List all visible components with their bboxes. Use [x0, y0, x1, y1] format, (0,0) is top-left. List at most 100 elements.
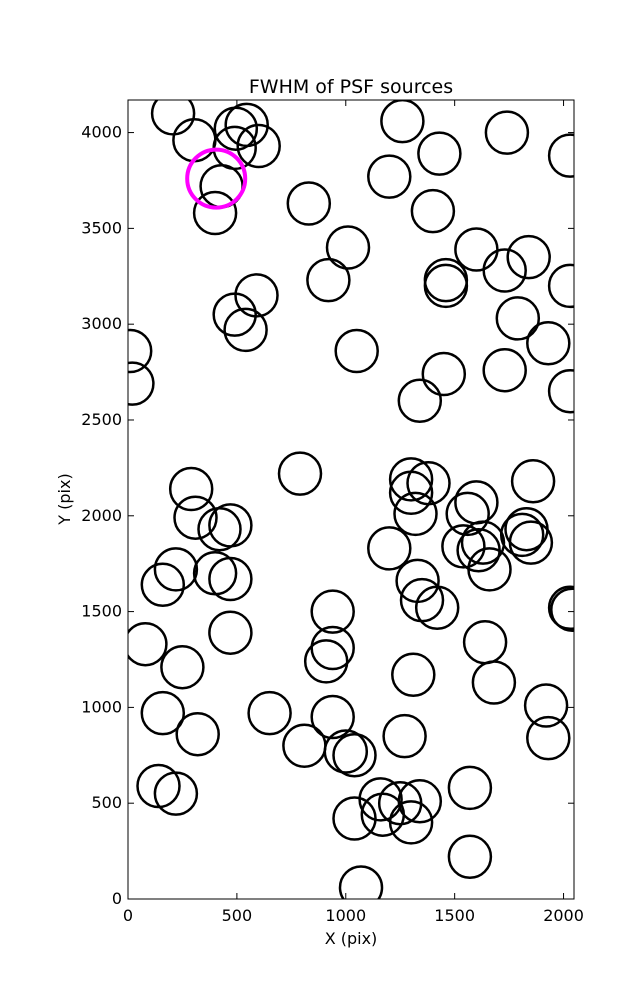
psf-source-marker	[499, 512, 545, 558]
psf-source-marker	[153, 771, 199, 816]
psf-source-marker	[454, 227, 499, 272]
psf-source-marker	[306, 257, 351, 303]
y-tick-label: 2500	[81, 410, 122, 429]
psf-source-marker	[547, 368, 574, 414]
y-tick-label: 1500	[81, 602, 122, 621]
psf-source-marker	[323, 729, 369, 774]
psf-source-marker	[393, 491, 438, 537]
psf-source-marker	[467, 547, 512, 592]
y-axis: 0 500 1000 1500 2000 2500 3000 3500 4000	[81, 123, 574, 908]
psf-source-marker	[192, 190, 238, 236]
psf-source-marker	[391, 652, 436, 698]
y-tick-label: 500	[91, 793, 122, 812]
psf-source-marker	[128, 361, 155, 406]
x-tick-label: 500	[222, 906, 253, 925]
psf-source-marker	[417, 131, 462, 176]
psf-source-marker	[367, 154, 412, 199]
psf-source-marker	[454, 480, 499, 525]
psf-source-marker	[334, 328, 379, 374]
psf-source-marker	[168, 466, 214, 512]
psf-source-marker	[441, 524, 486, 569]
psf-source-marker	[547, 585, 574, 631]
psf-source-marker	[388, 470, 434, 516]
psf-source-marker	[140, 562, 186, 608]
y-tick-label: 2000	[81, 506, 122, 525]
x-axis: 0 500 1000 1500 2000	[123, 100, 584, 925]
psf-source-marker	[382, 713, 427, 759]
psf-source-marker	[310, 625, 355, 671]
psf-source-marker	[367, 526, 412, 571]
psf-source-marker	[445, 491, 490, 537]
psf-source-marker	[310, 589, 355, 634]
chart-title: FWHM of PSF sources	[249, 76, 453, 98]
psf-source-marker	[410, 188, 456, 234]
x-tick-label: 2000	[543, 906, 584, 925]
psf-source-marker	[526, 715, 571, 761]
psf-source-marker	[325, 225, 371, 270]
psf-source-marker	[153, 547, 199, 592]
psf-source-marker	[172, 117, 217, 163]
x-tick-label: 0	[123, 906, 133, 925]
psf-source-marker	[282, 723, 327, 768]
psf-source-marker	[332, 796, 377, 841]
psf-source-marker	[212, 292, 257, 337]
psf-source-marker	[471, 660, 517, 705]
psf-source-marker	[175, 711, 220, 757]
psf-source-marker	[421, 351, 467, 397]
psf-source-marker	[277, 451, 323, 496]
psf-source-marker	[286, 181, 332, 226]
y-axis-label: Y (pix)	[55, 473, 74, 525]
y-tick-label: 3500	[81, 218, 122, 237]
psf-source-marker	[495, 296, 541, 341]
psf-source-marker	[224, 102, 269, 148]
psf-source-marker	[380, 100, 425, 144]
y-tick-label: 1000	[81, 697, 122, 716]
psf-source-marker	[388, 457, 434, 502]
psf-source-marker	[447, 834, 493, 880]
psf-source-marker	[173, 495, 218, 540]
x-tick-label: 1500	[434, 906, 475, 925]
psf-source-marker	[423, 263, 469, 309]
psf-source-marker	[310, 694, 355, 740]
psf-source-marker	[550, 587, 574, 632]
psf-source-marker	[208, 556, 253, 602]
psf-source-marker	[482, 347, 527, 393]
psf-source-marker	[460, 520, 506, 565]
psf-source-marker	[303, 639, 349, 684]
psf-source-marker	[510, 459, 556, 504]
psf-source-marker	[358, 777, 403, 822]
x-axis-label: X (pix)	[325, 929, 378, 948]
psf-source-marker	[526, 321, 571, 366]
psf-source-marker	[482, 248, 527, 293]
psf-source-marker	[247, 690, 292, 736]
psf-source-marker	[414, 585, 460, 631]
psf-source-marker	[128, 621, 168, 667]
psf-source-marker	[128, 328, 153, 374]
psf-source-marker	[484, 110, 530, 155]
psf-source-marker	[388, 800, 434, 845]
psf-source-marker	[547, 133, 574, 178]
psf-source-marker	[160, 644, 205, 690]
psf-source-marker	[208, 503, 253, 548]
psf-source-marker	[523, 683, 569, 728]
psf-source-marker	[236, 123, 281, 169]
psf-source-marker	[462, 619, 508, 665]
psf-source-marker	[223, 307, 268, 353]
psf-source-marker	[506, 234, 551, 280]
y-tick-label: 4000	[81, 123, 122, 142]
highlighted-source-marker	[185, 147, 248, 210]
data-marks	[128, 100, 574, 899]
psf-source-marker	[136, 763, 181, 809]
psf-source-marker	[150, 100, 196, 136]
plot-frame	[127, 99, 575, 900]
x-tick-label: 1000	[325, 906, 366, 925]
psf-source-marker	[547, 263, 574, 309]
psf-source-marker	[447, 765, 493, 811]
psf-source-marker	[338, 865, 384, 899]
psf-source-marker	[208, 610, 253, 655]
y-tick-label: 3000	[81, 314, 122, 333]
psf-source-marker	[332, 733, 377, 778]
psf-source-marker	[140, 690, 186, 736]
